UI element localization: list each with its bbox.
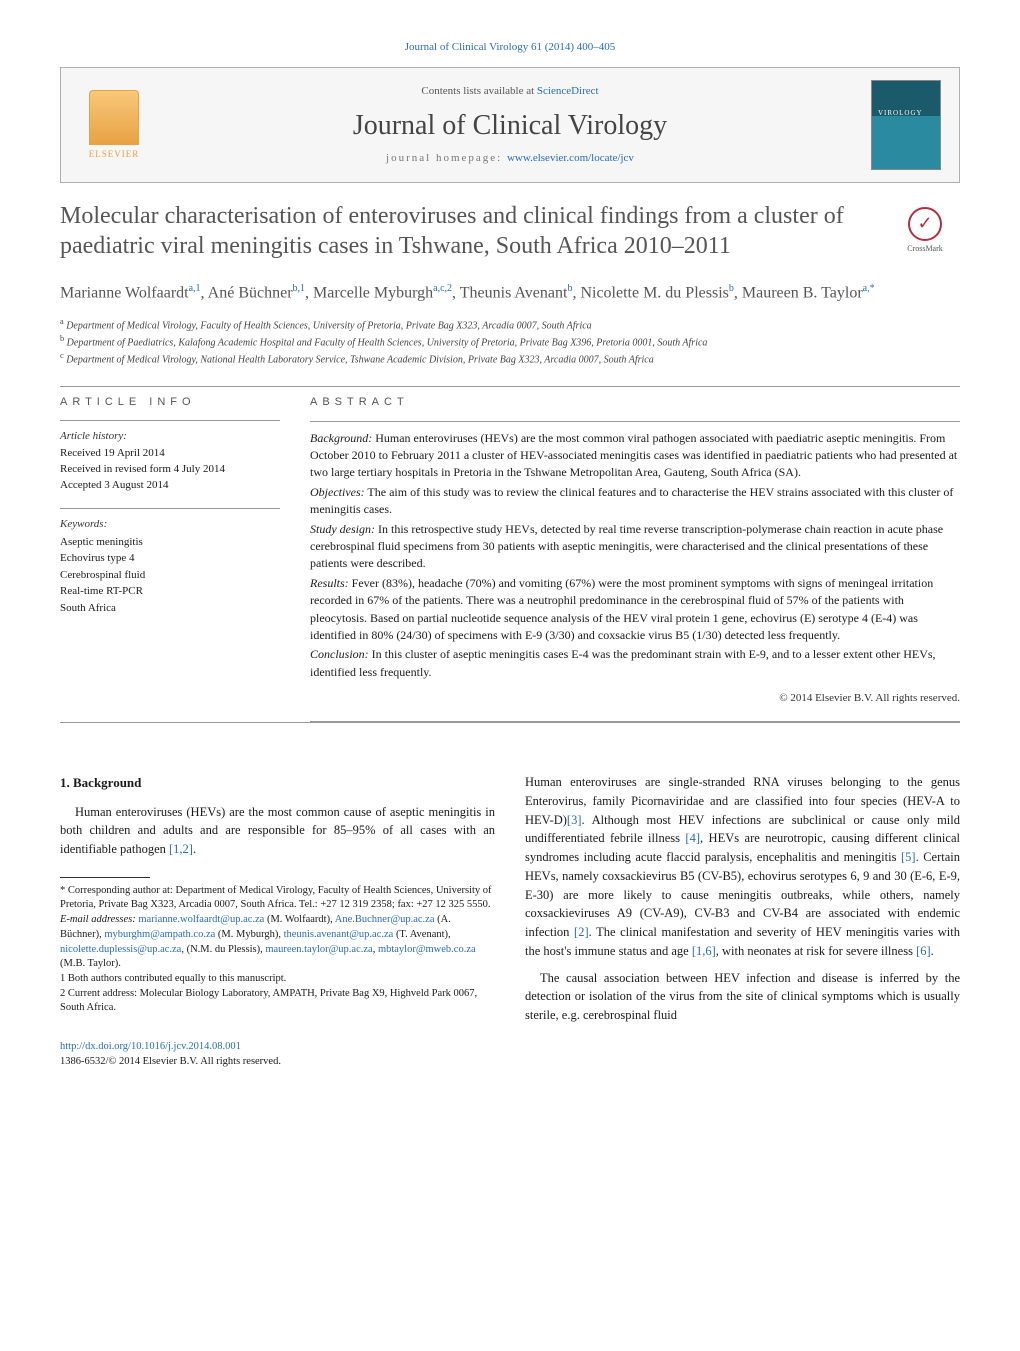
keyword: Aseptic meningitis	[60, 534, 280, 551]
homepage-prefix: journal homepage:	[386, 152, 507, 164]
divider	[60, 722, 960, 723]
footnote-rule	[60, 877, 150, 878]
body-left-column: 1. Background Human enteroviruses (HEVs)…	[60, 773, 495, 1069]
divider	[60, 386, 960, 387]
abstract-copyright: © 2014 Elsevier B.V. All rights reserved…	[310, 691, 960, 707]
received-date: Received 19 April 2014	[60, 446, 280, 462]
email-link[interactable]: maureen.taylor@up.ac.za	[265, 944, 372, 955]
journal-reference-top: Journal of Clinical Virology 61 (2014) 4…	[60, 40, 960, 55]
corresponding-author-note: * Corresponding author at: Department of…	[60, 884, 495, 913]
revised-date: Received in revised form 4 July 2014	[60, 462, 280, 478]
current-address-note: 2 Current address: Molecular Biology Lab…	[60, 987, 495, 1016]
keyword: Real-time RT-PCR	[60, 583, 280, 600]
crossmark-badge[interactable]: ✓ CrossMark	[890, 205, 960, 255]
journal-header-box: ELSEVIER Contents lists available at Sci…	[60, 67, 960, 183]
contents-prefix: Contents lists available at	[421, 85, 536, 97]
footnotes: * Corresponding author at: Department of…	[60, 884, 495, 1016]
keyword: Echovirus type 4	[60, 550, 280, 567]
email-link[interactable]: myburghm@ampath.co.za	[104, 929, 215, 940]
elsevier-logo: ELSEVIER	[79, 85, 149, 165]
elsevier-tree-icon	[89, 90, 139, 145]
divider	[60, 420, 280, 421]
email-link[interactable]: mbtaylor@mweb.co.za	[378, 944, 476, 955]
homepage-line: journal homepage: www.elsevier.com/locat…	[149, 151, 871, 166]
author-list: Marianne Wolfaardta,1, Ané Büchnerb,1, M…	[60, 281, 960, 305]
email-link[interactable]: nicolette.duplessis@up.ac.za	[60, 944, 181, 955]
email-link[interactable]: Ane.Buchner@up.ac.za	[335, 914, 435, 925]
abstract-heading: ABSTRACT	[310, 395, 960, 411]
body-two-column: 1. Background Human enteroviruses (HEVs)…	[60, 773, 960, 1069]
body-right-column: Human enteroviruses are single-stranded …	[525, 773, 960, 1069]
issn-copyright-line: 1386-6532/© 2014 Elsevier B.V. All right…	[60, 1056, 281, 1067]
body-paragraph: Human enteroviruses are single-stranded …	[525, 773, 960, 961]
doi-link[interactable]: http://dx.doi.org/10.1016/j.jcv.2014.08.…	[60, 1041, 241, 1052]
article-info-column: ARTICLE INFO Article history: Received 1…	[60, 395, 280, 722]
keyword: South Africa	[60, 600, 280, 617]
keyword: Cerebrospinal fluid	[60, 567, 280, 584]
crossmark-icon: ✓	[908, 207, 942, 241]
article-title: Molecular characterisation of enteroviru…	[60, 201, 874, 261]
sciencedirect-link[interactable]: ScienceDirect	[537, 85, 599, 97]
email-link[interactable]: marianne.wolfaardt@up.ac.za	[138, 914, 264, 925]
crossmark-label: CrossMark	[907, 243, 943, 254]
email-addresses-block: E-mail addresses: marianne.wolfaardt@up.…	[60, 913, 495, 972]
divider	[60, 508, 280, 509]
divider	[310, 421, 960, 422]
journal-cover-thumbnail	[871, 80, 941, 170]
article-history-head: Article history:	[60, 429, 280, 445]
article-info-heading: ARTICLE INFO	[60, 395, 280, 410]
contents-available-line: Contents lists available at ScienceDirec…	[149, 84, 871, 99]
keywords-head: Keywords:	[60, 517, 280, 533]
abstract-column: ABSTRACT Background: Human enteroviruses…	[310, 395, 960, 722]
divider	[310, 721, 960, 722]
abstract-body: Background: Human enteroviruses (HEVs) a…	[310, 430, 960, 681]
keywords-list: Aseptic meningitisEchovirus type 4Cerebr…	[60, 534, 280, 617]
section-heading-background: 1. Background	[60, 773, 495, 793]
affiliations: a Department of Medical Virology, Facult…	[60, 316, 960, 368]
equal-contribution-note: 1 Both authors contributed equally to th…	[60, 972, 495, 987]
elsevier-label: ELSEVIER	[89, 148, 140, 161]
homepage-link[interactable]: www.elsevier.com/locate/jcv	[507, 152, 634, 164]
journal-name: Journal of Clinical Virology	[149, 106, 871, 145]
body-paragraph: The causal association between HEV infec…	[525, 969, 960, 1025]
body-paragraph: Human enteroviruses (HEVs) are the most …	[60, 803, 495, 859]
footer-block: http://dx.doi.org/10.1016/j.jcv.2014.08.…	[60, 1040, 495, 1069]
accepted-date: Accepted 3 August 2014	[60, 478, 280, 494]
email-link[interactable]: theunis.avenant@up.ac.za	[284, 929, 394, 940]
